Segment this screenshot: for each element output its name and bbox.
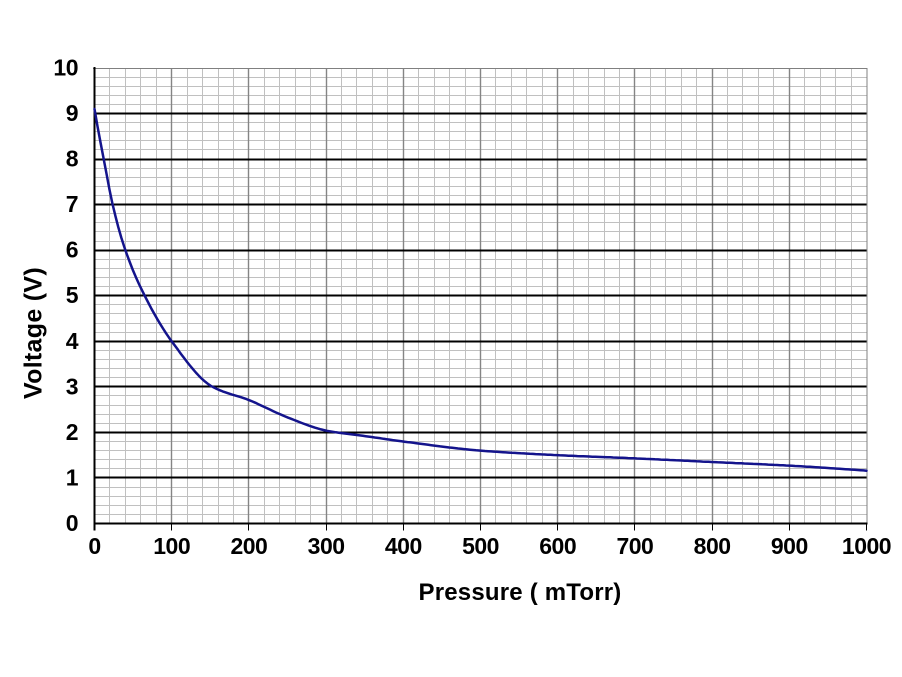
svg-text:200: 200 [230, 533, 267, 559]
svg-text:600: 600 [539, 533, 576, 559]
svg-text:1: 1 [66, 464, 79, 490]
svg-text:2: 2 [66, 419, 78, 445]
svg-text:7: 7 [66, 191, 78, 217]
svg-text:4: 4 [66, 328, 79, 354]
svg-text:10: 10 [53, 55, 78, 81]
svg-text:0: 0 [66, 510, 78, 536]
svg-text:800: 800 [694, 533, 731, 559]
svg-text:Voltage (V): Voltage (V) [20, 267, 48, 399]
svg-text:900: 900 [771, 533, 808, 559]
svg-text:300: 300 [308, 533, 345, 559]
svg-text:0: 0 [88, 533, 100, 559]
svg-text:3: 3 [66, 373, 78, 399]
svg-text:6: 6 [66, 237, 78, 263]
svg-text:1000: 1000 [842, 533, 891, 559]
svg-text:Pressure ( mTorr): Pressure ( mTorr) [418, 579, 621, 606]
svg-text:8: 8 [66, 146, 79, 172]
svg-text:100: 100 [153, 533, 190, 559]
svg-text:400: 400 [385, 533, 422, 559]
svg-text:5: 5 [66, 282, 79, 308]
svg-text:9: 9 [66, 100, 78, 126]
svg-text:700: 700 [616, 533, 653, 559]
svg-text:500: 500 [462, 533, 499, 559]
